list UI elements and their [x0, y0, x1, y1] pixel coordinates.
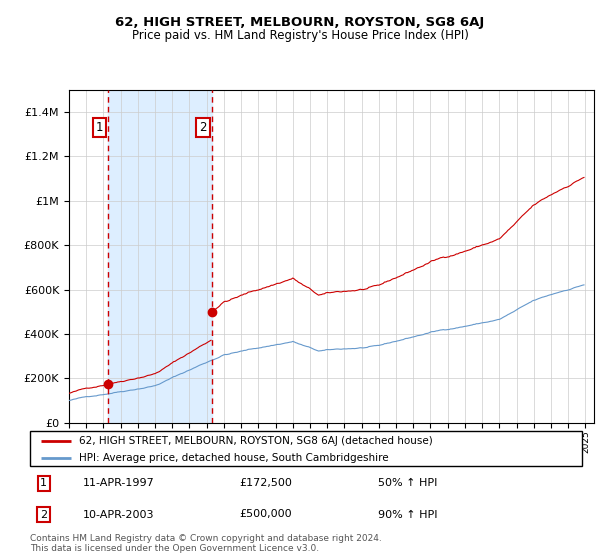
Text: £500,000: £500,000 [240, 510, 292, 520]
Text: 62, HIGH STREET, MELBOURN, ROYSTON, SG8 6AJ: 62, HIGH STREET, MELBOURN, ROYSTON, SG8 … [115, 16, 485, 29]
Text: Contains HM Land Registry data © Crown copyright and database right 2024.
This d: Contains HM Land Registry data © Crown c… [30, 534, 382, 553]
Text: 11-APR-1997: 11-APR-1997 [82, 478, 154, 488]
Text: 90% ↑ HPI: 90% ↑ HPI [378, 510, 437, 520]
Text: £172,500: £172,500 [240, 478, 293, 488]
Text: 2: 2 [199, 121, 206, 134]
Text: 1: 1 [40, 478, 47, 488]
Text: 50% ↑ HPI: 50% ↑ HPI [378, 478, 437, 488]
Bar [108, 90, 212, 423]
Text: 1: 1 [96, 121, 103, 134]
Text: Price paid vs. HM Land Registry's House Price Index (HPI): Price paid vs. HM Land Registry's House … [131, 29, 469, 42]
Text: HPI: Average price, detached house, South Cambridgeshire: HPI: Average price, detached house, Sout… [79, 453, 388, 463]
FancyBboxPatch shape [30, 431, 582, 466]
Text: 2: 2 [40, 510, 47, 520]
Text: 10-APR-2003: 10-APR-2003 [82, 510, 154, 520]
Text: 62, HIGH STREET, MELBOURN, ROYSTON, SG8 6AJ (detached house): 62, HIGH STREET, MELBOURN, ROYSTON, SG8 … [79, 436, 433, 446]
